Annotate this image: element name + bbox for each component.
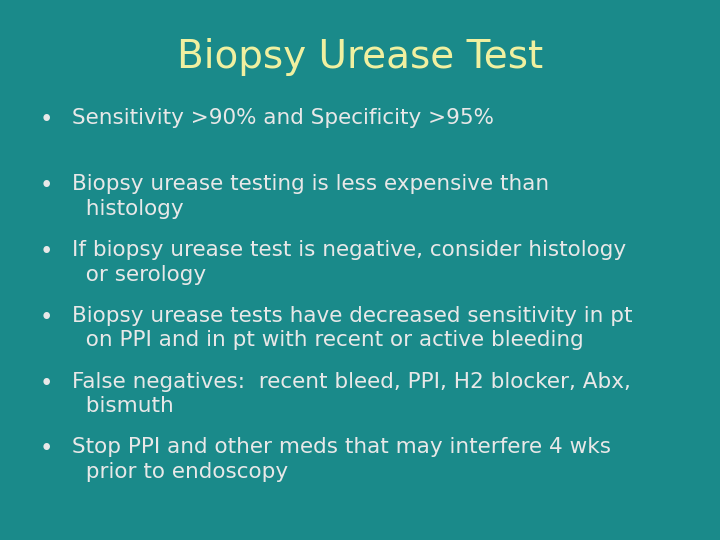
Text: •: • xyxy=(40,306,53,329)
Text: Biopsy urease tests have decreased sensitivity in pt
  on PPI and in pt with rec: Biopsy urease tests have decreased sensi… xyxy=(72,306,632,350)
Text: •: • xyxy=(40,108,53,131)
Text: Biopsy Urease Test: Biopsy Urease Test xyxy=(177,38,543,76)
Text: Stop PPI and other meds that may interfere 4 wks
  prior to endoscopy: Stop PPI and other meds that may interfe… xyxy=(72,437,611,482)
Text: If biopsy urease test is negative, consider histology
  or serology: If biopsy urease test is negative, consi… xyxy=(72,240,626,285)
Text: Sensitivity >90% and Specificity >95%: Sensitivity >90% and Specificity >95% xyxy=(72,108,494,128)
Text: •: • xyxy=(40,240,53,263)
Text: •: • xyxy=(40,372,53,395)
Text: •: • xyxy=(40,437,53,461)
Text: •: • xyxy=(40,174,53,197)
Text: Biopsy urease testing is less expensive than
  histology: Biopsy urease testing is less expensive … xyxy=(72,174,549,219)
Text: False negatives:  recent bleed, PPI, H2 blocker, Abx,
  bismuth: False negatives: recent bleed, PPI, H2 b… xyxy=(72,372,631,416)
